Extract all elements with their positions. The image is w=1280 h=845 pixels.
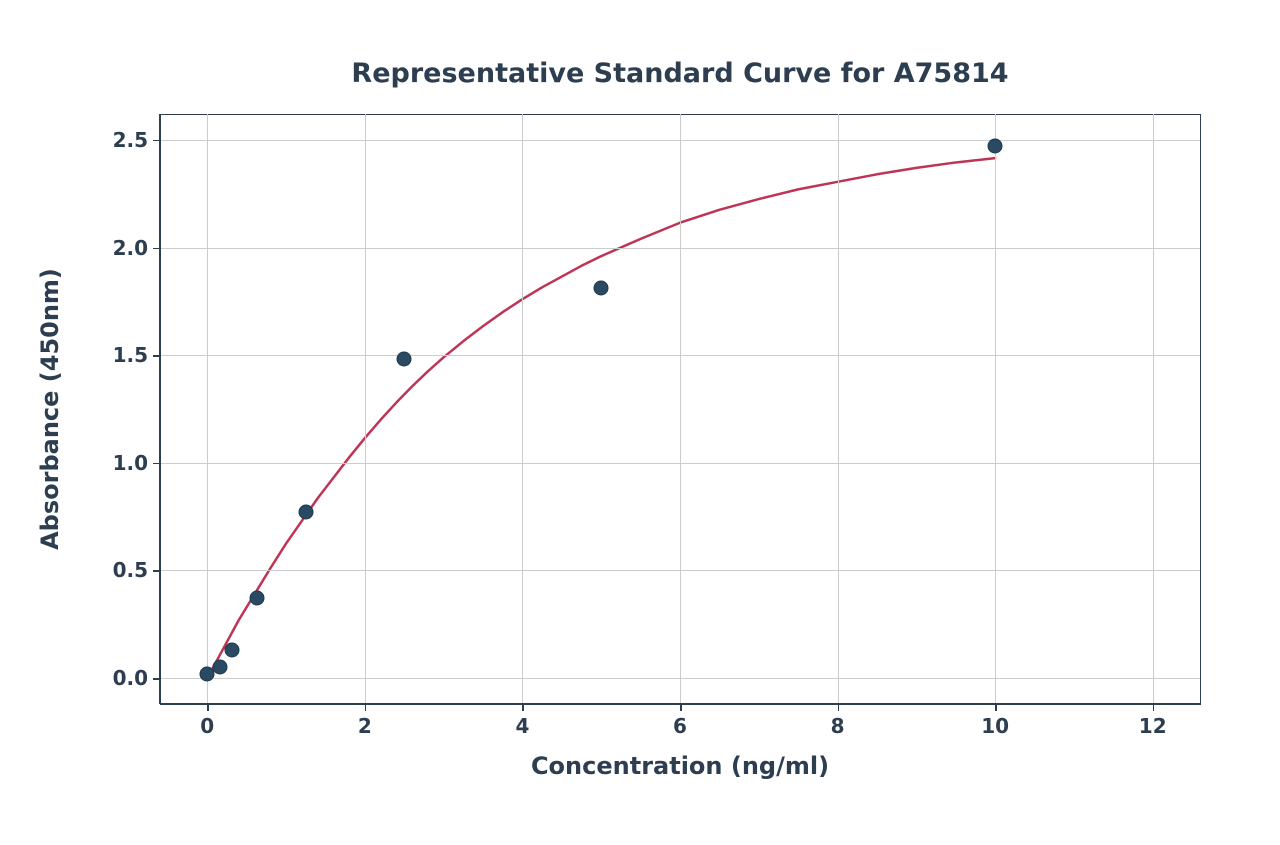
gridline-vertical [522, 114, 523, 704]
data-point [594, 281, 609, 296]
x-tick [207, 704, 209, 711]
y-tick-label: 2.0 [113, 236, 148, 260]
x-tick-label: 10 [981, 714, 1009, 738]
x-tick [680, 704, 682, 711]
gridline-horizontal [160, 570, 1200, 571]
y-tick-label: 1.5 [113, 343, 148, 367]
y-tick-label: 0.0 [113, 666, 148, 690]
x-tick-label: 0 [200, 714, 214, 738]
gridline-vertical [995, 114, 996, 704]
x-tick-label: 12 [1139, 714, 1167, 738]
gridline-horizontal [160, 678, 1200, 679]
gridline-horizontal [160, 463, 1200, 464]
x-tick-label: 2 [358, 714, 372, 738]
x-tick [365, 704, 367, 711]
x-tick [1153, 704, 1155, 711]
x-tick-label: 8 [831, 714, 845, 738]
x-tick [838, 704, 840, 711]
gridline-vertical [1153, 114, 1154, 704]
y-tick-label: 2.5 [113, 128, 148, 152]
y-axis-spine [159, 114, 161, 704]
x-tick-label: 6 [673, 714, 687, 738]
gridline-vertical [207, 114, 208, 704]
x-tick [995, 704, 997, 711]
data-point [224, 643, 239, 658]
data-point [249, 591, 264, 606]
chart-figure: Representative Standard Curve for A75814… [0, 0, 1280, 845]
y-tick-label: 0.5 [113, 558, 148, 582]
x-tick-label: 4 [515, 714, 529, 738]
fitted-curve [0, 0, 1280, 845]
data-point [298, 505, 313, 520]
gridline-vertical [365, 114, 366, 704]
gridline-horizontal [160, 248, 1200, 249]
y-tick-label: 1.0 [113, 451, 148, 475]
gridline-horizontal [160, 355, 1200, 356]
data-point [397, 352, 412, 367]
data-point [212, 660, 227, 675]
data-point [988, 139, 1003, 154]
gridline-horizontal [160, 140, 1200, 141]
x-tick [522, 704, 524, 711]
gridline-vertical [680, 114, 681, 704]
gridline-vertical [838, 114, 839, 704]
x-axis-spine [160, 703, 1200, 705]
